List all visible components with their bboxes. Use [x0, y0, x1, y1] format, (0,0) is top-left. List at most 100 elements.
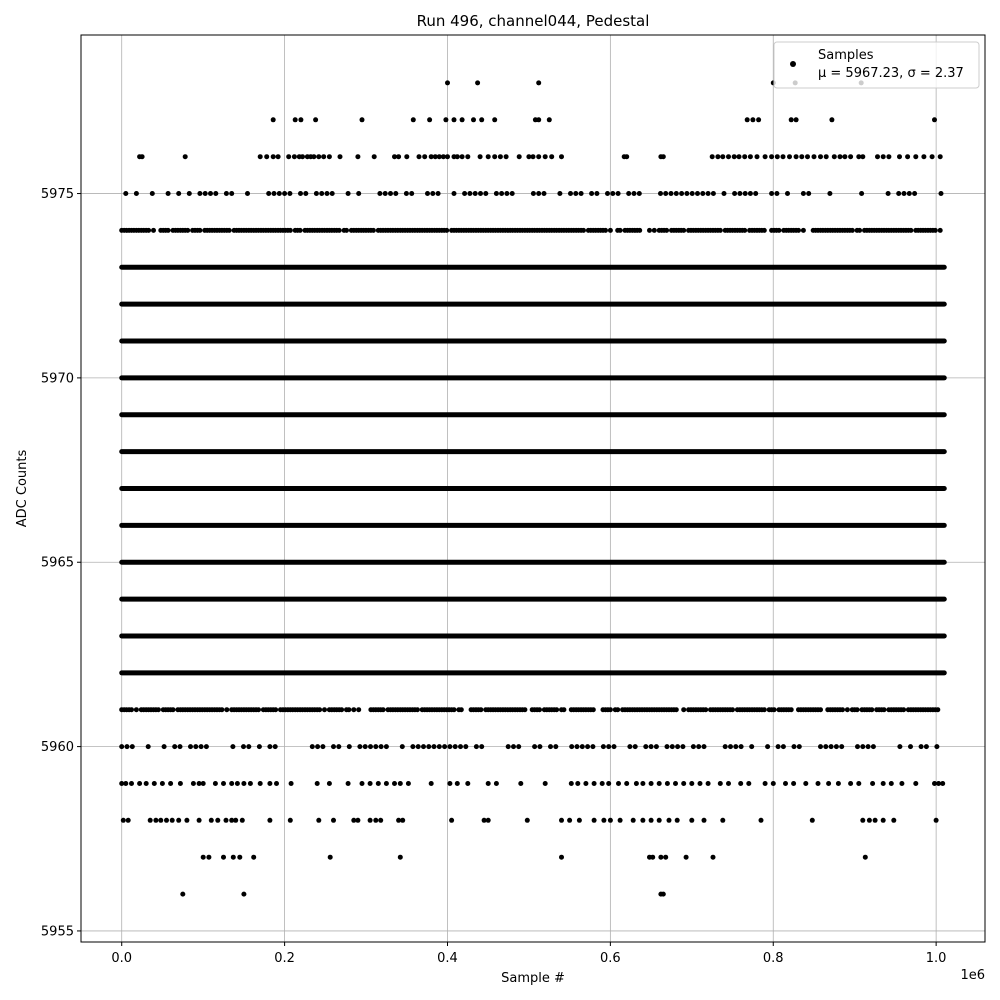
data-point — [272, 744, 278, 750]
data-point — [300, 154, 305, 160]
data-point — [324, 191, 330, 196]
data-point — [326, 154, 332, 160]
data-point — [730, 707, 735, 713]
data-point — [485, 781, 491, 786]
data-point — [176, 191, 182, 196]
data-point — [896, 191, 902, 196]
data-point — [396, 154, 402, 160]
data-point — [282, 191, 288, 196]
data-point — [881, 707, 887, 713]
data-point — [594, 191, 600, 196]
data-point — [492, 154, 498, 160]
data-point — [479, 117, 485, 123]
data-point — [806, 191, 812, 196]
data-point — [382, 191, 388, 196]
plot-frame — [80, 34, 986, 943]
data-point — [720, 817, 726, 823]
data-point — [913, 781, 919, 786]
data-point — [683, 854, 689, 860]
data-point — [190, 781, 196, 786]
data-point — [648, 744, 654, 750]
data-point — [901, 707, 907, 713]
data-point — [857, 227, 863, 233]
data-point — [569, 744, 575, 750]
data-point — [615, 707, 621, 713]
data-point — [208, 191, 213, 196]
data-point — [169, 817, 175, 823]
data-point — [675, 744, 681, 750]
data-point — [918, 744, 924, 750]
data-point — [705, 781, 711, 786]
data-point — [459, 117, 465, 123]
data-point — [630, 817, 636, 823]
data-point — [368, 744, 373, 750]
data-point — [359, 781, 365, 786]
data-point — [473, 744, 479, 750]
data-point — [276, 191, 282, 196]
data-point — [184, 817, 190, 823]
data-point — [537, 707, 542, 713]
data-point — [849, 227, 855, 233]
data-point — [568, 781, 574, 786]
data-point — [656, 781, 662, 786]
data-point — [267, 817, 273, 823]
data-point — [234, 781, 240, 786]
data-point — [415, 744, 421, 750]
data-point — [761, 707, 767, 713]
data-point — [616, 781, 621, 786]
data-point — [505, 744, 511, 750]
data-point — [650, 854, 656, 860]
data-point — [481, 817, 487, 823]
data-point — [172, 744, 178, 750]
data-point — [129, 707, 134, 713]
data-point — [198, 744, 204, 750]
data-point — [664, 744, 670, 750]
data-point — [454, 154, 460, 160]
data-point — [264, 154, 270, 160]
data-point — [651, 227, 657, 233]
data-point — [855, 744, 860, 750]
data-point — [791, 781, 797, 786]
data-point — [133, 707, 139, 713]
data-point — [177, 781, 183, 786]
data-point — [516, 154, 522, 160]
data-point — [788, 117, 794, 123]
data-point — [761, 227, 767, 233]
data-point — [680, 744, 686, 750]
data-point — [229, 781, 235, 786]
data-point — [579, 744, 585, 750]
data-point — [791, 744, 797, 750]
data-point — [624, 154, 630, 160]
data-point — [573, 191, 579, 196]
data-point — [574, 744, 580, 750]
data-point — [380, 707, 386, 713]
data-point — [568, 191, 573, 196]
data-point — [673, 191, 679, 196]
data-point — [681, 707, 687, 713]
data-point — [600, 744, 606, 750]
data-point — [663, 191, 669, 196]
data-point — [658, 191, 663, 196]
data-point — [758, 817, 764, 823]
data-point — [203, 744, 209, 750]
data-point — [440, 154, 446, 160]
data-point — [345, 781, 351, 786]
data-point — [689, 817, 695, 823]
data-point — [648, 817, 654, 823]
data-point — [356, 707, 362, 713]
data-point — [400, 817, 406, 823]
data-point — [230, 854, 236, 860]
data-point — [125, 817, 131, 823]
data-point — [542, 154, 548, 160]
data-point — [351, 707, 357, 713]
data-point — [664, 227, 670, 233]
data-point — [493, 191, 499, 196]
data-point — [826, 781, 832, 786]
data-point — [831, 154, 837, 160]
data-point — [362, 744, 368, 750]
data-point — [197, 191, 203, 196]
data-point — [351, 817, 357, 823]
data-point — [607, 817, 613, 823]
data-point — [548, 744, 553, 750]
data-point — [213, 191, 219, 196]
